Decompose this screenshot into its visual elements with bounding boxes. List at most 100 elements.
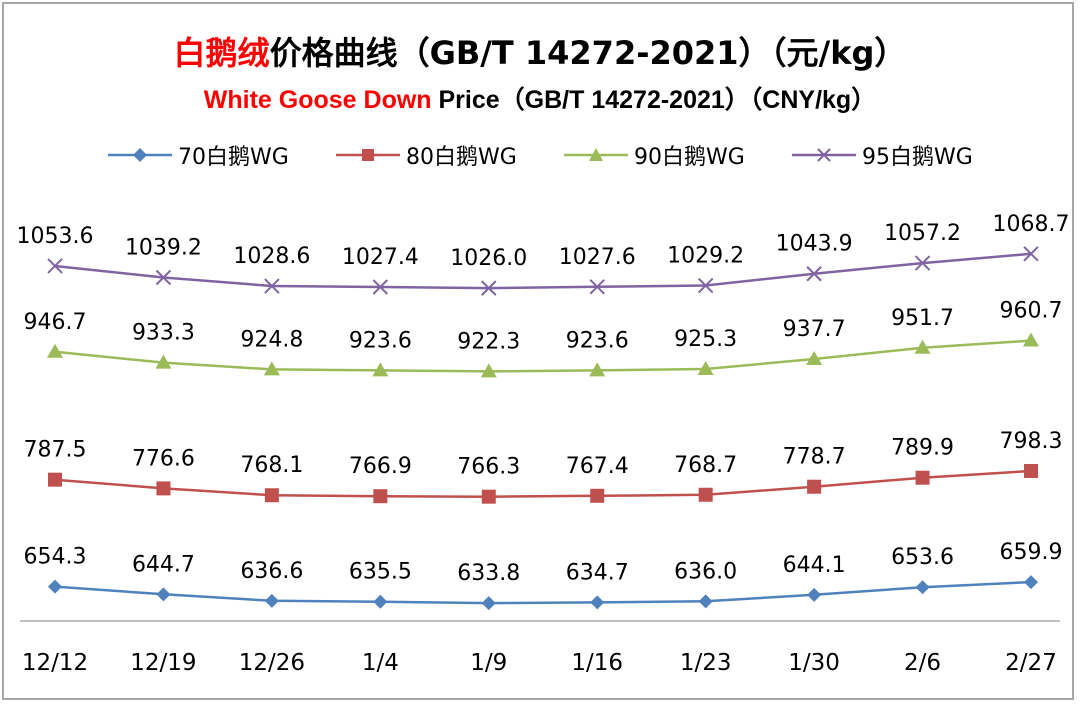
legend-marker-diamond-icon (108, 148, 172, 162)
data-point (481, 596, 496, 611)
data-label: 778.7 (783, 445, 846, 470)
data-label: 937.7 (783, 317, 846, 342)
legend-item-90: 90白鹅WG (564, 140, 745, 170)
data-label: 766.3 (457, 455, 520, 480)
legend-item-70: 70白鹅WG (108, 140, 289, 170)
data-point (697, 360, 714, 375)
data-label: 768.1 (240, 453, 303, 478)
data-label: 1028.6 (233, 244, 310, 269)
data-point (698, 594, 713, 609)
series-line (54, 580, 1032, 605)
data-label: 644.7 (132, 552, 195, 577)
data-point (372, 279, 389, 295)
x-tick-label: 1/30 (788, 650, 840, 676)
data-label: 951.7 (891, 306, 954, 331)
x-tick-label: 1/9 (470, 650, 507, 676)
data-point (807, 479, 822, 494)
data-label: 1029.2 (667, 244, 744, 269)
data-label: 659.9 (1000, 540, 1063, 565)
data-label: 1027.6 (559, 245, 636, 270)
legend-label-70: 70白鹅WG (178, 145, 289, 170)
data-label: 922.3 (457, 329, 520, 354)
data-point (590, 488, 605, 503)
x-tick-label: 1/16 (571, 650, 623, 676)
data-label: 766.9 (349, 454, 412, 479)
data-point (264, 488, 279, 503)
data-label: 636.0 (674, 559, 737, 584)
data-point (698, 487, 713, 502)
legend-item-80: 80白鹅WG (336, 140, 517, 170)
title-english-rest: Price（GB/T 14272-2021）（CNY/kg） (431, 86, 877, 114)
data-label: 654.3 (24, 545, 87, 570)
chart-title-english: White Goose Down Price（GB/T 14272-2021）（… (0, 80, 1080, 116)
x-tick-label: 12/19 (130, 650, 196, 676)
data-point (915, 470, 930, 485)
legend-item-95: 95白鹅WG (792, 140, 973, 170)
legend-label-80: 80白鹅WG (406, 145, 517, 170)
data-label: 1053.6 (17, 224, 94, 249)
chart-title-chinese: 白鹅绒价格曲线（GB/T 14272-2021）（元/kg） (0, 28, 1080, 74)
data-point (806, 266, 822, 282)
series-line (54, 469, 1032, 498)
data-point (155, 354, 172, 369)
data-point (914, 255, 931, 271)
data-label: 1068.7 (993, 212, 1070, 237)
data-label: 1026.0 (450, 246, 527, 271)
data-label: 960.7 (1000, 299, 1063, 324)
chart-legend: 70白鹅WG 80白鹅WG 90白鹅WG 95白鹅WG (0, 140, 1080, 170)
x-tick-label: 2/6 (904, 650, 941, 676)
data-point (1024, 575, 1038, 590)
legend-marker-square-icon (336, 149, 400, 161)
title-chinese-rest: 价格曲线（GB/T 14272-2021）（元/kg） (269, 34, 907, 72)
data-point (48, 472, 62, 487)
legend-label-95: 95白鹅WG (862, 145, 973, 170)
data-point (156, 587, 171, 602)
data-point (1024, 463, 1038, 478)
data-label: 635.5 (349, 560, 412, 585)
data-point (590, 595, 605, 610)
data-label: 946.7 (24, 310, 87, 335)
x-tick-label: 12/26 (239, 650, 305, 676)
data-point (263, 361, 280, 376)
data-point (47, 343, 63, 358)
data-label: 1027.4 (342, 245, 419, 270)
data-point (1023, 246, 1039, 262)
data-point (48, 579, 62, 594)
title-chinese-highlight: 白鹅绒 (173, 34, 270, 72)
data-point (914, 339, 931, 354)
series-line (54, 339, 1032, 373)
data-label: 644.1 (783, 553, 846, 578)
series-group: 654.3 644.7 636.6 635.5 633.8 634.7 636.0 644.1… (24, 540, 1063, 611)
data-point (373, 489, 388, 504)
data-point (697, 277, 714, 294)
data-label: 653.6 (891, 545, 954, 570)
data-label: 776.6 (132, 446, 195, 471)
series-group: 946.7 933.3 924.8 923.6 922.3 923.6 925.3 937.7… (24, 299, 1063, 378)
x-tick-label: 2/27 (1005, 650, 1057, 676)
data-point (807, 587, 822, 602)
data-point (589, 362, 606, 377)
data-label: 636.6 (240, 559, 303, 584)
data-label: 933.3 (132, 321, 195, 346)
data-point (1023, 332, 1039, 347)
title-english-highlight: White Goose Down (203, 86, 432, 114)
data-point (47, 258, 63, 274)
data-point (373, 594, 388, 609)
data-label: 1043.9 (776, 232, 853, 257)
data-point (589, 279, 605, 295)
data-label: 634.7 (566, 560, 629, 585)
data-label: 1057.2 (884, 221, 961, 246)
data-label: 767.4 (566, 454, 629, 479)
legend-label-90: 90白鹅WG (634, 145, 745, 170)
series-line (54, 252, 1032, 290)
series-group: 1053.6 1039.2 1028.6 1027.4 1026.0 1027.6 1029… (17, 212, 1070, 296)
data-label: 923.6 (349, 328, 412, 353)
x-tick-label: 12/12 (22, 650, 88, 676)
data-point (264, 278, 280, 294)
data-point (481, 280, 497, 296)
legend-marker-x-icon (792, 148, 856, 162)
data-label: 924.8 (240, 327, 303, 352)
data-label: 768.7 (674, 453, 737, 478)
